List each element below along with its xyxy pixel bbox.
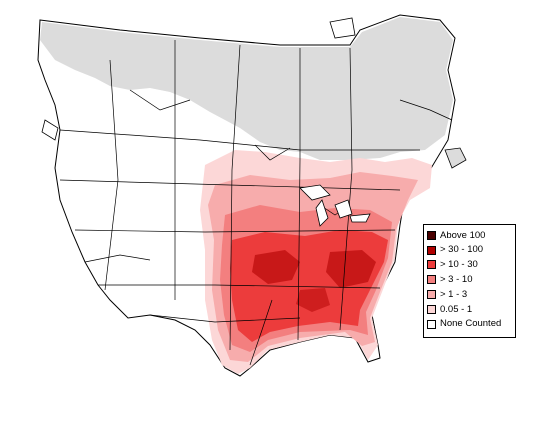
legend-swatch [427, 230, 436, 240]
legend-item: > 10 - 30 [427, 258, 512, 273]
legend-item: Above 100 [427, 228, 512, 243]
legend-item: None Counted [427, 317, 512, 332]
legend-swatch [427, 290, 436, 300]
legend-label: > 30 - 100 [440, 244, 484, 256]
legend-item: > 3 - 10 [427, 272, 512, 287]
legend-swatch [427, 245, 436, 255]
great-lakes [299, 184, 371, 227]
islands [41, 17, 467, 169]
legend-swatch [427, 319, 436, 329]
legend: Above 100 > 30 - 100 > 10 - 30 > 3 - 10 > 1 … [423, 224, 516, 338]
legend-item: > 1 - 3 [427, 287, 512, 302]
legend-swatch [427, 304, 436, 314]
legend-label: Above 100 [440, 229, 486, 241]
legend-label: > 3 - 10 [440, 274, 473, 286]
legend-swatch [427, 260, 436, 270]
legend-label: 0.05 - 1 [440, 303, 473, 315]
legend-item: 0.05 - 1 [427, 302, 512, 317]
range-30-to-100-b [326, 250, 376, 288]
legend-label: None Counted [440, 318, 502, 330]
legend-label: > 10 - 30 [440, 259, 478, 271]
legend-swatch [427, 275, 436, 285]
legend-item: > 30 - 100 [427, 243, 512, 258]
range-30-to-100-a [252, 250, 300, 284]
legend-label: > 1 - 3 [440, 288, 468, 300]
region-boundaries [59, 40, 453, 366]
range-30-to-100-c [296, 288, 330, 312]
